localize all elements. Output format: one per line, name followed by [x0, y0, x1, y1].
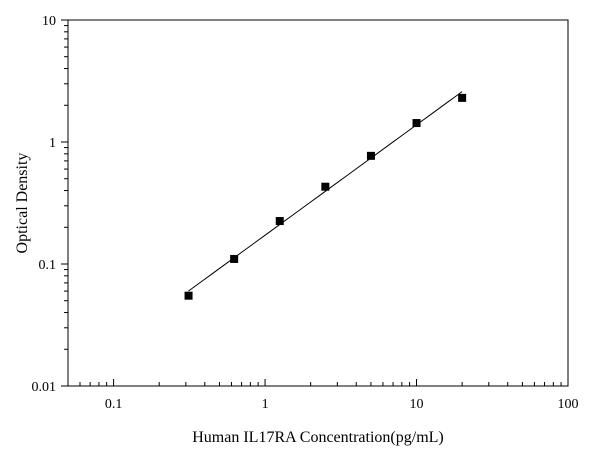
data-points [184, 93, 467, 300]
y-axis-label: Optical Density [14, 153, 31, 254]
y-tick-label: 10 [42, 14, 56, 29]
data-point [275, 217, 284, 226]
data-point [458, 93, 467, 102]
x-tick-label: 10 [410, 397, 424, 412]
y-tick-label: 1 [49, 136, 56, 151]
y-tick-label: 0.01 [32, 380, 57, 395]
data-point [230, 254, 239, 263]
plot-frame [67, 19, 569, 387]
x-axis-label: Human IL17RA Concentration(pg/mL) [192, 429, 444, 446]
fit-line [188, 91, 463, 292]
axes: 0.1 1 10 100 0.01 0.1 1 10 [32, 14, 579, 412]
data-point [184, 291, 193, 300]
data-point [366, 151, 375, 160]
y-tick-label: 0.1 [39, 258, 57, 273]
x-tick-label: 0.1 [105, 397, 123, 412]
fit-line-group [188, 91, 463, 292]
x-tick-label: 1 [262, 397, 269, 412]
x-tick-label: 100 [558, 397, 579, 412]
data-point [412, 119, 421, 128]
data-point [321, 182, 330, 191]
